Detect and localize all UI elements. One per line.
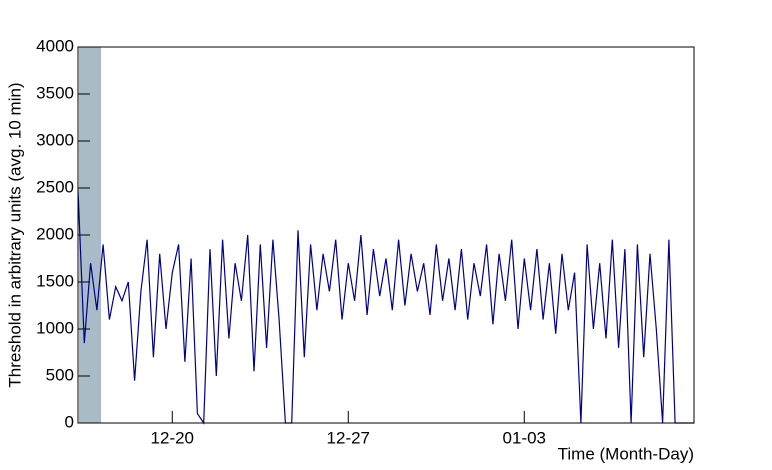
x-axis-label: Time (Month-Day) <box>558 444 694 463</box>
y-tick-label: 3500 <box>36 83 74 102</box>
y-tick-label: 1500 <box>36 271 74 290</box>
y-tick-label: 4000 <box>36 36 74 55</box>
x-tick-label: 12-20 <box>151 428 194 447</box>
data-line <box>77 189 694 425</box>
y-tick-label: 2000 <box>36 224 74 243</box>
x-tick-label: 12-27 <box>327 428 370 447</box>
y-axis-label: Threshold in arbitrary units (avg. 10 mi… <box>5 82 24 387</box>
y-tick-label: 2500 <box>36 177 74 196</box>
y-tick-label: 3000 <box>36 130 74 149</box>
x-tick-label: 01-03 <box>503 428 546 447</box>
y-tick-label: 1000 <box>36 318 74 337</box>
y-tick-label: 0 <box>65 412 74 431</box>
plot-frame <box>77 46 695 424</box>
y-tick-label: 500 <box>46 365 74 384</box>
